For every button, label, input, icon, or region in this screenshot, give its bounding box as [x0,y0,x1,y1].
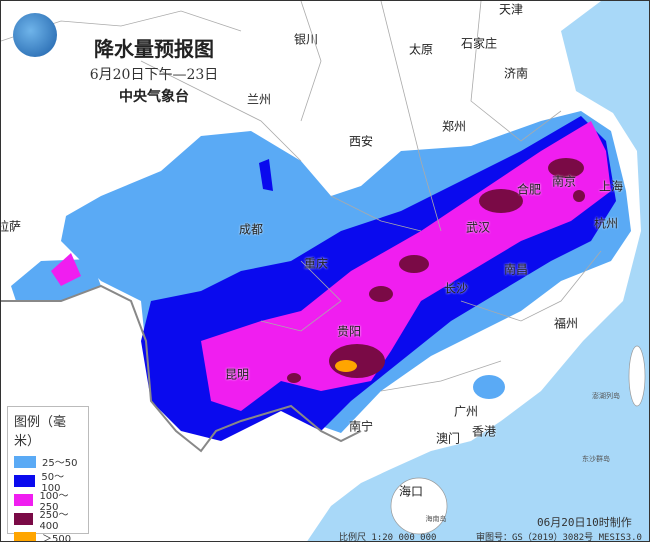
legend-item: 250～400 [14,509,82,532]
legend-swatch [14,531,36,541]
legend-label: ＞500 [42,534,72,542]
city-label: 南京 [551,174,577,189]
rain-core [399,255,429,273]
city-label: 太原 [408,42,434,57]
island-label: 海南岛 [425,515,447,523]
city-label: 兰州 [246,92,272,107]
rain-100-250 [51,121,611,411]
rain-over-500 [335,360,357,372]
city-label: 贵阳 [336,324,362,339]
rain-core [548,158,584,178]
rain-core [329,344,385,378]
island-label: 澎湖列岛 [592,392,620,400]
rain-25-50-guangdong [473,375,505,399]
legend-label: 50～100 [41,471,65,494]
city-label: 武汉 [465,220,491,235]
sea [307,1,649,541]
legend-label: 25～50 [42,458,78,469]
province-borders [1,1,602,392]
legend-item: 50～100 [14,471,82,494]
city-label: 香港 [471,424,497,439]
production-time: 06月20日10时制作 [537,516,632,529]
issuer: 中央气象台 [119,89,189,105]
city-label: 福州 [553,316,579,331]
city-label: 银川 [293,32,319,47]
city-label: 昆明 [224,367,250,382]
legend-item: 100～250 [14,490,82,513]
forecast-period: 6月20日下午—23日 [89,67,219,83]
legend-item: 25～50 [14,452,82,471]
island-label: 东沙群岛 [582,455,610,463]
rain-core [287,373,301,383]
city-label: 澳门 [435,431,461,446]
legend-label: 100～250 [39,490,69,513]
city-label: 上海 [598,179,624,194]
city-label: 合肥 [516,182,542,197]
taiwan-island [628,345,646,407]
city-label: 广州 [453,404,479,419]
map-title: 降水量预报图 [94,37,214,61]
legend: 图例（毫米） 25～50 50～100 100～250 250～400 ＞500 [7,406,89,541]
legend-swatch [14,455,36,468]
city-label: 郑州 [441,119,467,134]
legend-swatch [14,493,34,506]
legend-swatch [14,512,34,525]
city-label: 南宁 [348,419,374,434]
city-label: 西安 [348,134,374,149]
rain-core [369,286,393,302]
city-label: 南昌 [503,262,529,277]
map-title-block: 降水量预报图 6月20日下午—23日 中央气象台 [69,33,239,106]
national-border [1,284,362,453]
approval-number: 审图号：GS（2019）3082号 MESIS3.0 [476,533,642,542]
legend-swatch [14,474,36,487]
rain-50-100-tibet [259,159,273,191]
rain-core [479,189,523,213]
legend-label: 250～400 [39,509,69,532]
city-label: 石家庄 [460,36,498,51]
scale-text: 比例尺 1:20 000 000 [339,533,437,542]
rain-core [573,190,585,202]
city-label: 济南 [503,66,529,81]
city-label: 杭州 [593,216,619,231]
hainan-island [390,477,448,535]
city-label: 海口 [398,484,424,499]
rain-250-400 [287,158,585,383]
city-label: 成都 [238,222,264,237]
cma-logo [13,13,57,57]
city-label: 长沙 [443,281,469,296]
city-label: 重庆 [303,256,329,271]
legend-title: 图例（毫米） [14,415,67,449]
city-label: 拉萨 [1,219,22,234]
legend-item: ＞500 [14,528,82,542]
city-label: 天津 [498,2,524,17]
